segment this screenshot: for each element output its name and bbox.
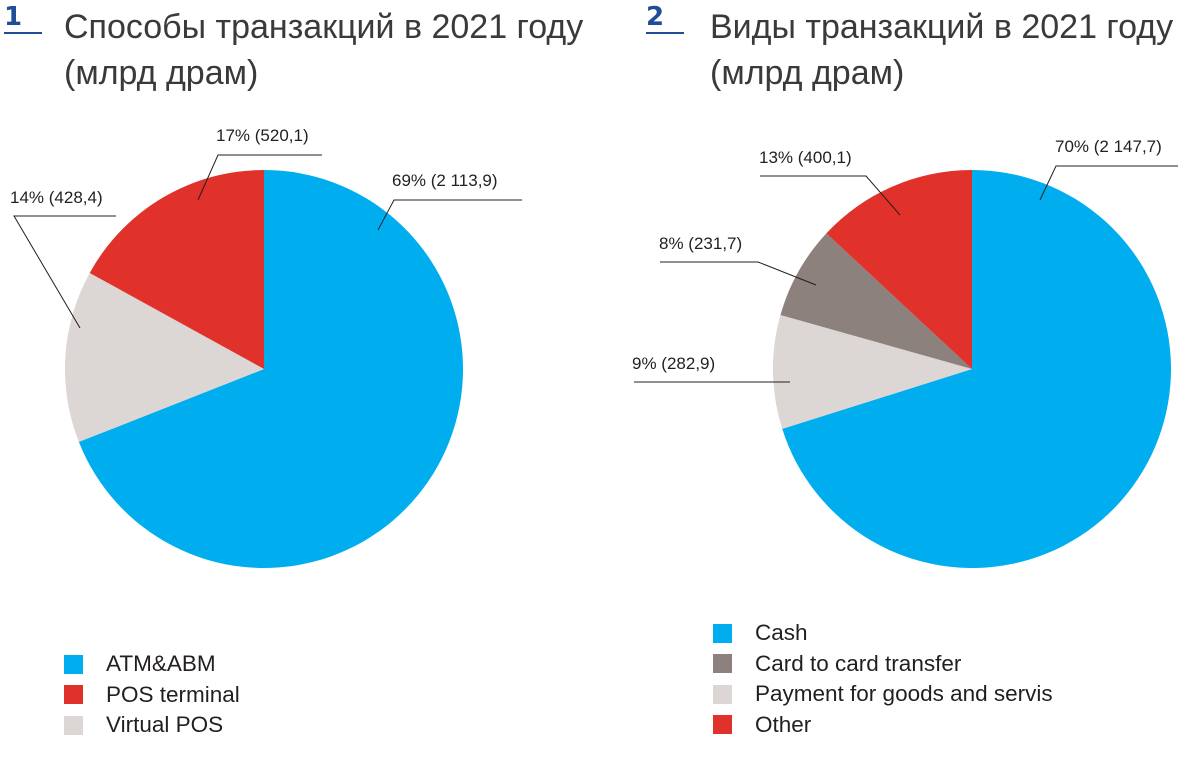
- chart-legend: ATM&ABM POS terminal Virtual POS: [64, 649, 240, 741]
- legend-label: Other: [755, 711, 812, 737]
- legend-item: Virtual POS: [64, 710, 240, 741]
- pie-slice: [65, 272, 264, 442]
- legend-item: Payment for goods and servis: [713, 679, 1053, 710]
- leader-line: [197, 154, 322, 201]
- chart-title-line: (млрд драм): [710, 54, 905, 92]
- legend-item: ATM&ABM: [64, 649, 240, 680]
- leader-line: [660, 261, 817, 286]
- legend-label: Payment for goods and servis: [755, 681, 1053, 707]
- chart-number-underline: [646, 32, 684, 34]
- pie-slice: [782, 170, 1171, 569]
- chart-title-line: (млрд драм): [64, 54, 259, 92]
- legend-swatch: [713, 715, 732, 735]
- leader-line: [13, 215, 116, 329]
- chart-panel-2: 70% (2 147,7) 9% (282,9) 8% (231,7) 13% (40…: [600, 0, 1200, 780]
- pie-slice: [78, 170, 463, 568]
- leader-line: [760, 175, 901, 216]
- leader-line: [1039, 165, 1178, 201]
- chart-title: Способы транзакций в 2021 году (млрд дра…: [64, 4, 584, 96]
- data-label: 13% (400,1): [759, 148, 852, 167]
- pie-slice: [826, 170, 972, 369]
- chart-number-underline: [4, 32, 42, 34]
- pie-chart-2: 70% (2 147,7) 9% (282,9) 8% (231,7) 13% (40…: [632, 137, 1178, 569]
- legend-label: Virtual POS: [106, 712, 224, 738]
- chart-legend: Cash Card to card transfer Payment for g…: [713, 618, 1053, 740]
- legend-label: POS terminal: [106, 681, 240, 707]
- leader-line: [377, 199, 522, 231]
- pie-slice: [773, 315, 972, 429]
- legend-swatch: [713, 684, 732, 704]
- legend-item: Cash: [713, 618, 1053, 649]
- chart-panel-1: 69% (2 113,9) 14% (428,4) 17% (520,1) 1 Сп…: [4, 2, 584, 741]
- legend-item: POS terminal: [64, 680, 240, 711]
- legend-swatch: [64, 654, 83, 674]
- chart-number: 2: [646, 2, 665, 32]
- pie-slice: [89, 170, 264, 369]
- legend-swatch: [64, 685, 83, 705]
- legend-swatch: [713, 654, 732, 674]
- legend-swatch: [64, 715, 83, 735]
- data-label: 17% (520,1): [216, 126, 309, 145]
- data-label: 14% (428,4): [10, 188, 103, 207]
- legend-label: Cash: [755, 620, 808, 646]
- data-label: 8% (231,7): [659, 234, 742, 253]
- legend-label: Card to card transfer: [755, 650, 962, 676]
- data-label: 69% (2 113,9): [392, 171, 498, 190]
- chart-title-line: Виды транзакций в 2021 году: [710, 8, 1174, 46]
- legend-item: Card to card transfer: [713, 649, 1053, 680]
- chart-title-line: Способы транзакций в 2021 году: [64, 8, 584, 46]
- legend-item: Other: [713, 710, 1053, 741]
- data-label: 9% (282,9): [632, 354, 715, 373]
- data-label: 70% (2 147,7): [1055, 137, 1162, 156]
- pie-slice: [780, 233, 972, 369]
- legend-swatch: [713, 623, 732, 643]
- legend-label: ATM&ABM: [106, 651, 216, 677]
- chart-title: Виды транзакций в 2021 году (млрд драм): [710, 4, 1200, 96]
- chart-number: 1: [4, 2, 23, 32]
- pie-chart-1: 69% (2 113,9) 14% (428,4) 17% (520,1): [10, 126, 522, 568]
